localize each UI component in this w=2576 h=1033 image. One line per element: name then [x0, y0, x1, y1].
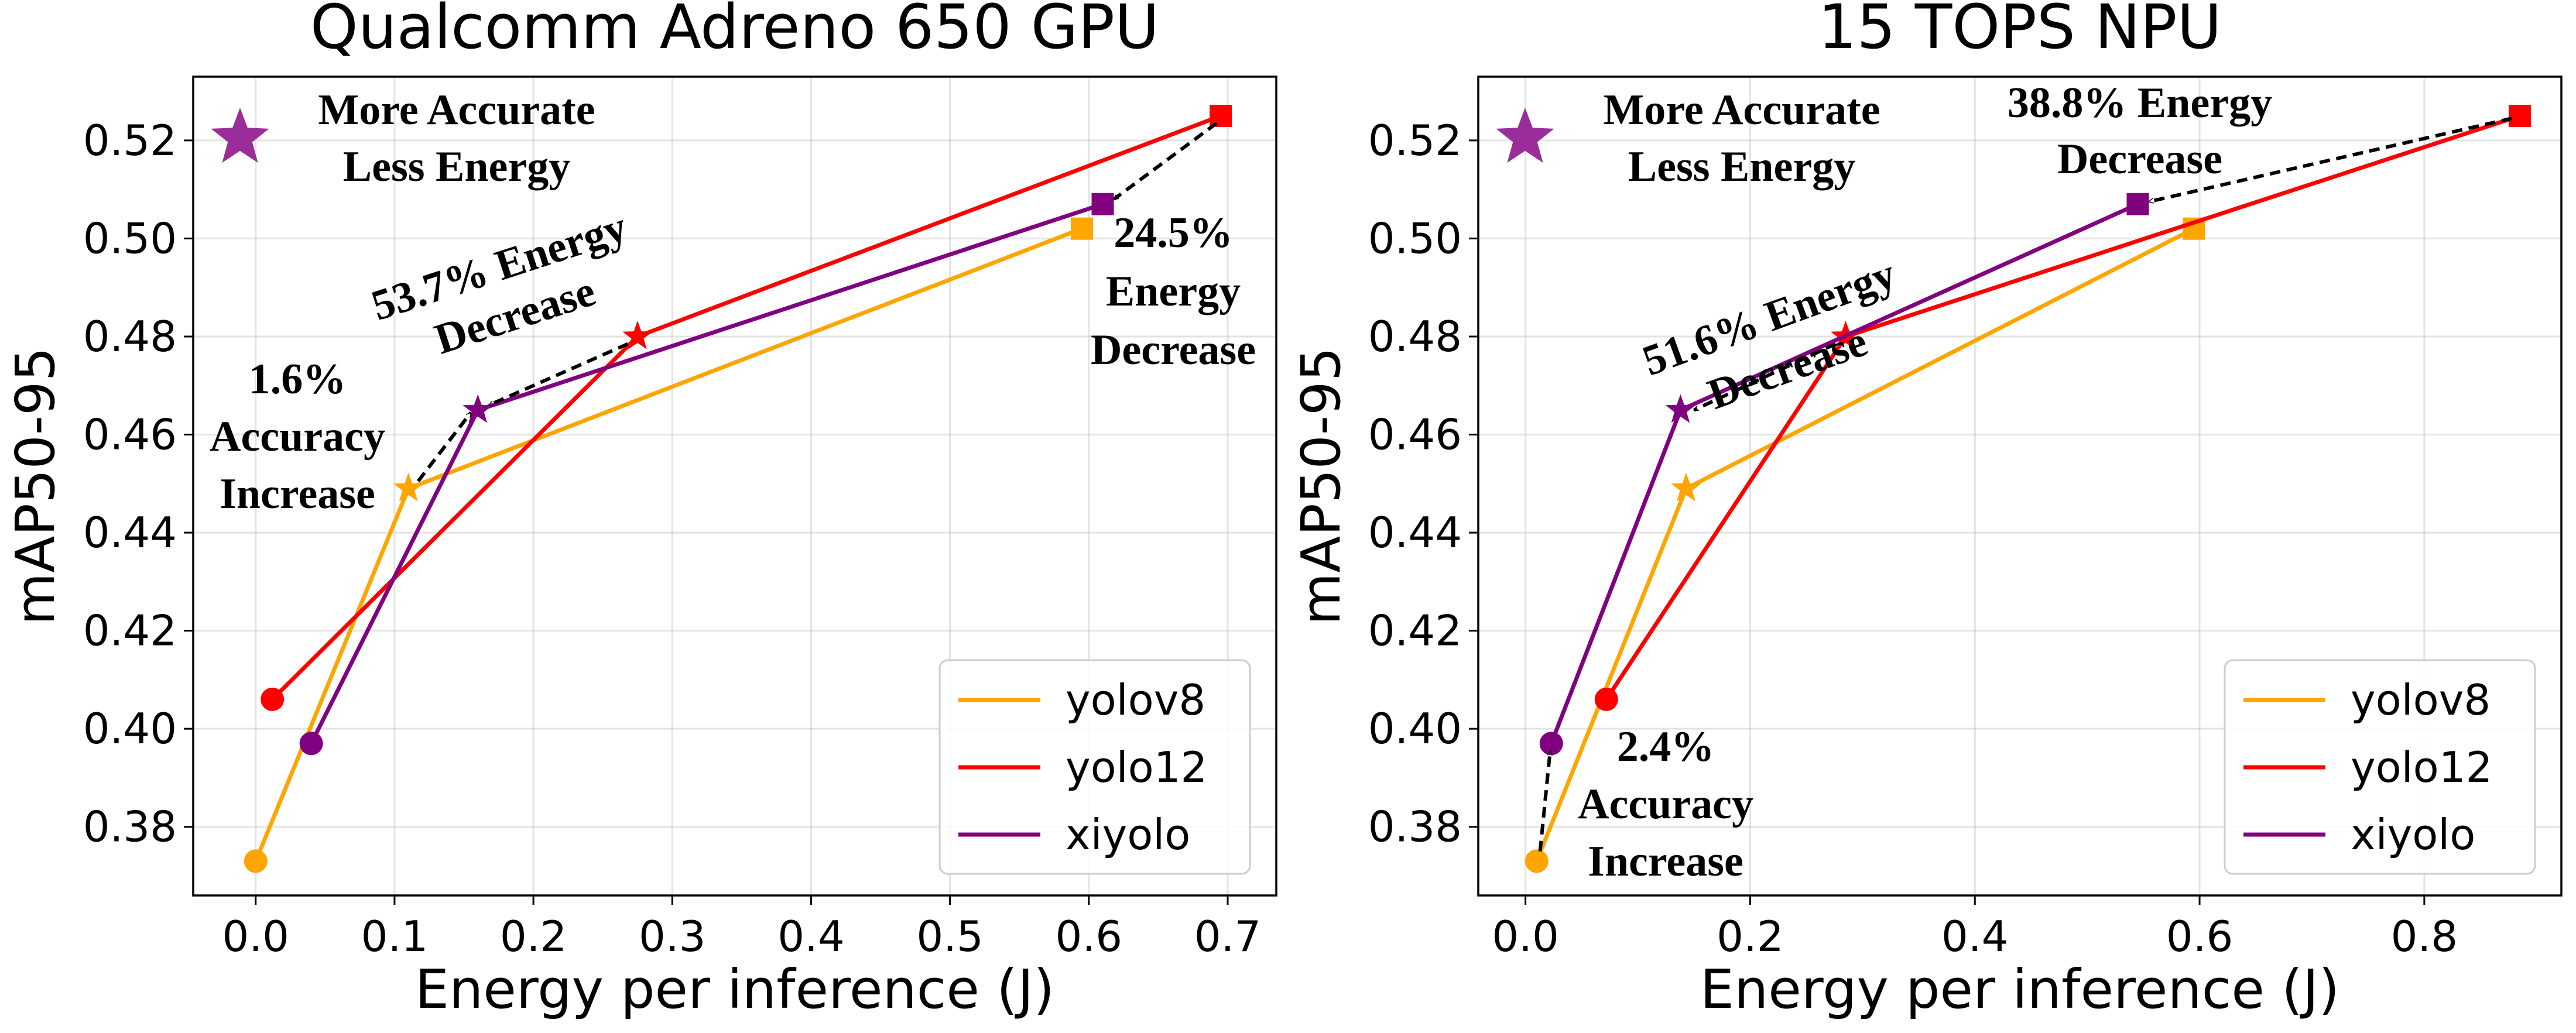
y-tick-label: 0.50	[83, 214, 177, 263]
y-tick-label: 0.48	[83, 312, 177, 361]
y-axis-label: mAP50-95	[1290, 347, 1352, 625]
series-line-yolo12	[272, 116, 1221, 699]
data-point-square	[1092, 193, 1114, 215]
legend-label-yolov8: yolov8	[1066, 675, 1205, 725]
annotation-line: 38.8% Energy	[2008, 79, 2272, 127]
x-tick-label: 0.2	[500, 912, 567, 961]
annotation-line: 24.5%	[1114, 209, 1233, 257]
legend-label-yolov8: yolov8	[2351, 675, 2491, 725]
data-point-circle	[1525, 849, 1549, 873]
x-tick-label: 0.8	[2391, 912, 2458, 961]
panel-2: 0.0 0.2 0.4 0.6 0.8 0.38 0.40 0.42 0.44 0.46 0.48 0…	[1290, 0, 2561, 1021]
legend: yolov8 yolo12 xiyolo	[940, 660, 1250, 874]
data-point-square	[2127, 193, 2149, 215]
y-tick-label: 0.48	[1368, 312, 1462, 361]
x-axis-label: Energy per inference (J)	[415, 958, 1054, 1021]
x-tick-label: 0.6	[1056, 912, 1123, 961]
star-legend-text: Less Energy	[1628, 143, 1856, 191]
x-tick-label: 0.3	[639, 912, 706, 961]
x-tick-label: 0.4	[1941, 912, 2009, 961]
annotation-text: 38.8% Energy Decrease	[2008, 79, 2272, 183]
y-tick-label: 0.50	[1368, 214, 1462, 263]
x-tick-label: 0.4	[777, 912, 845, 961]
annotation-line: Energy	[1106, 267, 1241, 315]
star-legend-text: More Accurate	[318, 86, 595, 134]
y-tick-label: 0.38	[1368, 802, 1462, 852]
annotation-line: Increase	[220, 470, 375, 518]
annotation-line: Increase	[1588, 838, 1743, 886]
chart-title: Qualcomm Adreno 650 GPU	[310, 0, 1159, 63]
data-point-circle	[300, 732, 323, 755]
data-point-star	[1671, 473, 1701, 502]
y-tick-label: 0.42	[1368, 606, 1462, 656]
data-point-star	[463, 394, 493, 423]
annotation-text: 24.5% Energy Decrease	[1091, 209, 1256, 374]
annotation-arrow	[489, 344, 628, 406]
legend-label-yolo12: yolo12	[2351, 743, 2492, 792]
series-yolo12	[261, 105, 1232, 711]
x-tick-label: 0.2	[1717, 912, 1784, 961]
annotation-line: Decrease	[1091, 326, 1256, 374]
y-tick-label: 0.46	[83, 410, 177, 459]
data-point-circle	[244, 849, 268, 873]
data-point-star	[1666, 394, 1695, 423]
annotation-text: 2.4% Accuracy Increase	[1578, 723, 1753, 886]
y-tick-label: 0.40	[83, 704, 177, 753]
y-tick-label: 0.38	[83, 802, 177, 852]
y-tick-label: 0.44	[83, 508, 177, 557]
x-tick-label: 0.6	[2166, 912, 2234, 961]
panel-1: 0.0 0.1 0.2 0.3 0.4 0.5 0.6 0.7 0.38 0.40 0.42 0.44…	[4, 0, 1276, 1021]
y-tick-label: 0.40	[1368, 704, 1462, 753]
x-axis-label: Energy per inference (J)	[1700, 958, 2339, 1021]
legend: yolov8 yolo12 xiyolo	[2225, 660, 2535, 874]
data-point-circle	[1595, 688, 1618, 711]
data-point-square	[2509, 105, 2531, 127]
annotation-line: Decrease	[2057, 135, 2222, 183]
star-legend-text: More Accurate	[1603, 86, 1880, 134]
x-tick-label: 0.7	[1194, 912, 1262, 961]
data-point-square	[1071, 218, 1093, 240]
y-tick-label: 0.52	[1368, 116, 1462, 165]
legend-label-xiyolo: xiyolo	[1066, 810, 1190, 859]
annotation-line: 1.6%	[249, 355, 347, 403]
y-axis-label: mAP50-95	[4, 347, 67, 625]
annotation-arrow	[1114, 123, 1217, 200]
star-icon	[211, 108, 269, 163]
annotation-text: 1.6% Accuracy Increase	[210, 355, 385, 518]
data-point-circle	[261, 688, 284, 711]
annotation-arrow	[418, 413, 471, 481]
y-tick-label: 0.52	[83, 116, 177, 165]
x-tick-label: 0.0	[1492, 912, 1559, 961]
y-tick-label: 0.42	[83, 606, 177, 656]
x-tick-label: 0.1	[361, 912, 429, 961]
data-point-star	[393, 473, 423, 502]
legend-label-yolo12: yolo12	[1066, 743, 1207, 792]
x-tick-label: 0.5	[916, 912, 984, 961]
legend-label-xiyolo: xiyolo	[2351, 810, 2475, 859]
data-point-circle	[1540, 732, 1563, 755]
annotation-line: Accuracy	[210, 413, 385, 461]
annotation-line: 2.4%	[1617, 723, 1715, 771]
annotation-line: Accuracy	[1578, 780, 1753, 828]
x-tick-label: 0.0	[222, 912, 289, 961]
chart-title: 15 TOPS NPU	[1818, 0, 2221, 63]
data-point-square	[1210, 105, 1232, 127]
star-legend-text: Less Energy	[343, 143, 571, 191]
y-tick-label: 0.46	[1368, 410, 1462, 459]
y-tick-label: 0.44	[1368, 508, 1462, 557]
